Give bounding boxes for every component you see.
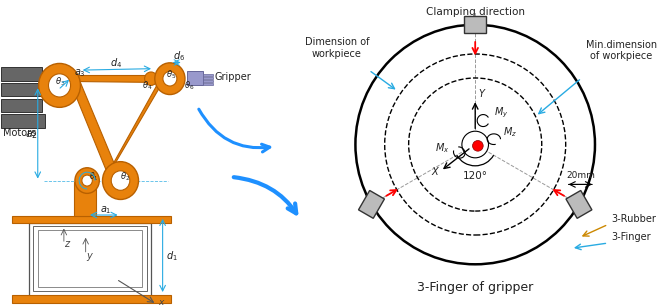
Circle shape <box>102 162 139 199</box>
Bar <box>1 114 45 128</box>
Polygon shape <box>566 190 592 218</box>
Text: 3-Finger: 3-Finger <box>611 232 651 242</box>
Text: $\theta_5$: $\theta_5$ <box>166 68 176 81</box>
Text: Dimension of
workpiece: Dimension of workpiece <box>304 37 369 59</box>
Text: $M_z$: $M_z$ <box>503 125 517 139</box>
Polygon shape <box>74 75 161 82</box>
Bar <box>74 182 96 216</box>
Text: $Y$: $Y$ <box>478 87 486 99</box>
Circle shape <box>145 72 157 85</box>
Text: 3-Finger of gripper: 3-Finger of gripper <box>417 281 533 294</box>
Text: $x$: $x$ <box>158 298 166 305</box>
Circle shape <box>155 63 185 95</box>
Circle shape <box>82 175 92 186</box>
Circle shape <box>462 131 488 158</box>
Bar <box>12 295 172 303</box>
Bar <box>203 83 213 85</box>
FancyArrowPatch shape <box>199 109 270 152</box>
Bar <box>1 83 45 96</box>
Text: $a_3$: $a_3$ <box>74 67 86 78</box>
Text: $d_1$: $d_1$ <box>166 249 178 263</box>
Text: $\theta_1$: $\theta_1$ <box>88 170 98 183</box>
Text: $X$: $X$ <box>431 165 441 177</box>
Text: Min.dimension
of workpiece: Min.dimension of workpiece <box>586 40 657 61</box>
Bar <box>38 230 143 287</box>
Bar <box>12 216 172 223</box>
Text: Motors: Motors <box>3 128 36 138</box>
Text: $z$: $z$ <box>64 239 71 249</box>
Text: $a_2$: $a_2$ <box>24 129 38 141</box>
Text: $\theta_2$: $\theta_2$ <box>119 170 130 183</box>
Circle shape <box>39 63 81 107</box>
Bar <box>203 80 213 82</box>
Text: $a_1$: $a_1$ <box>100 204 112 216</box>
Polygon shape <box>112 82 162 166</box>
Bar <box>203 74 213 76</box>
Text: 120°: 120° <box>463 171 488 181</box>
Bar <box>29 223 151 296</box>
Polygon shape <box>358 190 384 218</box>
Text: $\theta_4$: $\theta_4$ <box>143 79 153 92</box>
Circle shape <box>48 74 71 97</box>
Bar <box>187 71 203 85</box>
Circle shape <box>112 171 130 190</box>
Bar <box>203 77 213 79</box>
Text: $d_4$: $d_4$ <box>110 56 123 70</box>
Text: 3-Rubber: 3-Rubber <box>611 214 656 224</box>
Bar <box>1 99 42 112</box>
Circle shape <box>163 71 177 86</box>
Bar <box>1 67 42 81</box>
Polygon shape <box>74 78 115 177</box>
Polygon shape <box>464 16 486 33</box>
Bar <box>34 226 147 291</box>
Circle shape <box>75 168 99 193</box>
Text: $M_x$: $M_x$ <box>436 141 449 155</box>
Text: $d_6$: $d_6$ <box>173 49 185 63</box>
Text: $M_y$: $M_y$ <box>494 106 508 120</box>
Circle shape <box>356 25 595 264</box>
Text: Clamping direction: Clamping direction <box>426 7 525 17</box>
Text: Gripper: Gripper <box>215 72 251 82</box>
Circle shape <box>473 141 483 151</box>
Text: $\theta_3$: $\theta_3$ <box>55 76 65 88</box>
Text: $\theta_6$: $\theta_6$ <box>184 79 195 92</box>
Text: $y$: $y$ <box>86 251 94 263</box>
Text: 20mm: 20mm <box>566 171 595 180</box>
